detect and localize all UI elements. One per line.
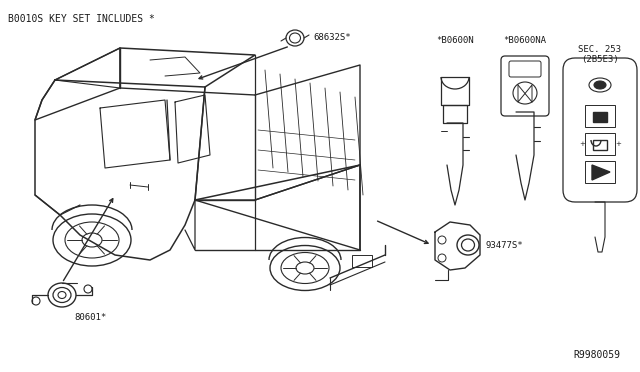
- Text: 93477S*: 93477S*: [485, 241, 523, 250]
- Text: +: +: [579, 141, 585, 147]
- Text: B0010S KEY SET INCLUDES *: B0010S KEY SET INCLUDES *: [8, 14, 155, 24]
- Text: (2B5E3): (2B5E3): [581, 55, 619, 64]
- Ellipse shape: [594, 81, 606, 89]
- FancyBboxPatch shape: [593, 112, 607, 122]
- Text: R9980059: R9980059: [573, 350, 620, 360]
- Text: 80601*: 80601*: [74, 313, 106, 322]
- Text: *B0600N: *B0600N: [436, 36, 474, 45]
- Text: SEC. 253: SEC. 253: [579, 45, 621, 54]
- Text: +: +: [615, 141, 621, 147]
- Polygon shape: [592, 165, 610, 180]
- Text: 68632S*: 68632S*: [313, 33, 351, 42]
- Text: *B0600NA: *B0600NA: [504, 36, 547, 45]
